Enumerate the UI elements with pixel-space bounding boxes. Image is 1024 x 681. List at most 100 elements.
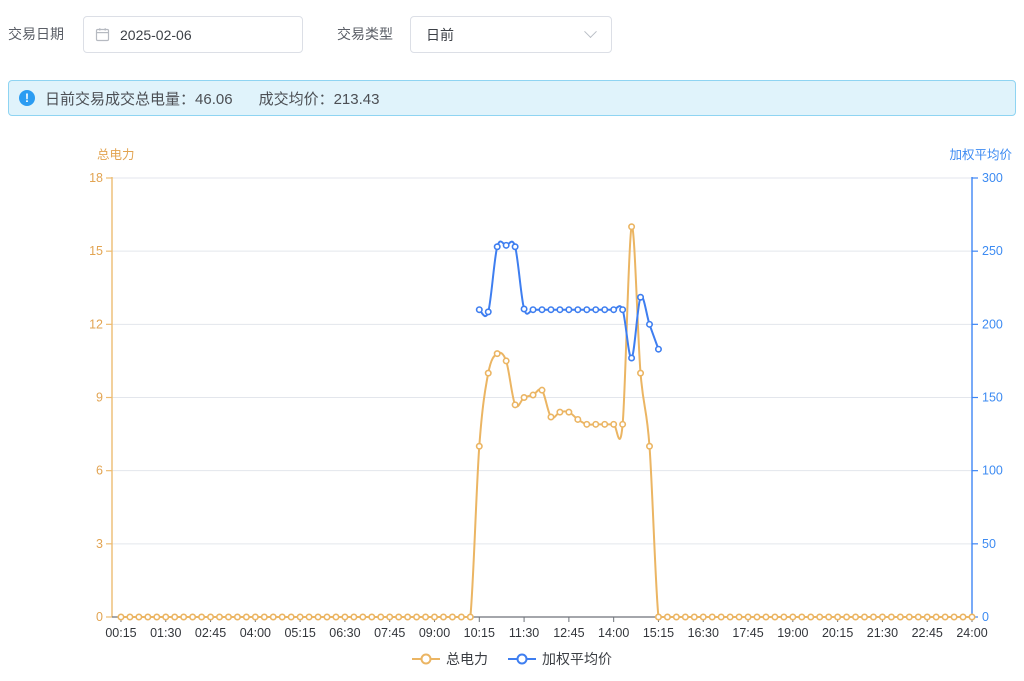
series-point-0 xyxy=(198,613,206,621)
x-axis-tick-label: 17:45 xyxy=(732,626,763,640)
series-point-0 xyxy=(430,613,438,621)
series-point-1 xyxy=(475,306,483,314)
series-point-0 xyxy=(135,613,143,621)
x-axis-tick-label: 12:45 xyxy=(553,626,584,640)
x-axis-tick-label: 22:45 xyxy=(912,626,943,640)
trade-type-label: 交易类型 xyxy=(337,26,393,42)
x-axis-tick-label: 19:00 xyxy=(777,626,808,640)
series-point-0 xyxy=(269,613,277,621)
right-axis-tick-label: 150 xyxy=(982,391,1003,405)
series-point-0 xyxy=(386,613,394,621)
trade-date-picker[interactable] xyxy=(83,16,303,53)
series-point-0 xyxy=(852,613,860,621)
trade-date-input[interactable] xyxy=(118,25,282,44)
right-axis-tick-label: 300 xyxy=(982,171,1003,185)
series-point-0 xyxy=(171,613,179,621)
series-point-0 xyxy=(457,613,465,621)
legend-label: 加权平均价 xyxy=(542,651,612,667)
x-axis-tick-label: 02:45 xyxy=(195,626,226,640)
series-point-0 xyxy=(404,613,412,621)
series-point-0 xyxy=(610,420,618,428)
left-axis-tick-label: 18 xyxy=(89,171,103,185)
series-point-1 xyxy=(637,293,645,301)
series-point-0 xyxy=(744,613,752,621)
left-axis-tick-label: 9 xyxy=(96,391,103,405)
trade-type-select[interactable]: 日前 xyxy=(410,16,612,53)
series-point-0 xyxy=(735,613,743,621)
legend-item-weighted-avg-price[interactable]: 加权平均价 xyxy=(508,649,612,669)
series-point-0 xyxy=(762,613,770,621)
series-point-0 xyxy=(207,613,215,621)
series-point-0 xyxy=(422,613,430,621)
series-point-1 xyxy=(610,306,618,314)
series-point-0 xyxy=(807,613,815,621)
x-axis-tick-label: 07:45 xyxy=(374,626,405,640)
legend-item-total-power[interactable]: 总电力 xyxy=(412,649,488,669)
series-point-0 xyxy=(126,613,134,621)
x-axis-tick-label: 01:30 xyxy=(150,626,181,640)
series-point-0 xyxy=(511,401,519,409)
series-point-0 xyxy=(502,357,510,365)
x-axis-tick-label: 10:15 xyxy=(464,626,495,640)
series-point-0 xyxy=(798,613,806,621)
x-axis-tick-label: 05:15 xyxy=(284,626,315,640)
series-point-0 xyxy=(493,350,501,358)
series-point-0 xyxy=(869,613,877,621)
series-point-0 xyxy=(296,613,304,621)
right-axis-tick-label: 200 xyxy=(982,317,1003,331)
series-point-0 xyxy=(816,613,824,621)
series-point-1 xyxy=(583,306,591,314)
series-point-0 xyxy=(708,613,716,621)
x-axis-tick-label: 06:30 xyxy=(329,626,360,640)
series-point-0 xyxy=(941,613,949,621)
trade-type-value: 日前 xyxy=(426,26,454,43)
legend-label: 总电力 xyxy=(446,651,488,667)
series-point-0 xyxy=(860,613,868,621)
right-axis-tick-label: 0 xyxy=(982,610,989,624)
series-point-0 xyxy=(341,613,349,621)
volume-value: 46.06 xyxy=(195,90,233,108)
series-point-0 xyxy=(672,613,680,621)
series-point-1 xyxy=(493,243,501,251)
series-point-0 xyxy=(887,613,895,621)
series-point-0 xyxy=(260,613,268,621)
series-point-0 xyxy=(923,613,931,621)
series-point-0 xyxy=(968,613,976,621)
series-point-0 xyxy=(466,613,474,621)
series-point-0 xyxy=(717,613,725,621)
series-point-1 xyxy=(502,241,510,249)
series-point-0 xyxy=(162,613,170,621)
trade-date-label: 交易日期 xyxy=(8,26,64,42)
series-point-0 xyxy=(637,369,645,377)
series-point-0 xyxy=(771,613,779,621)
series-point-1 xyxy=(654,345,662,353)
line-series-marker-icon xyxy=(508,653,536,665)
series-point-0 xyxy=(314,613,322,621)
series-point-1 xyxy=(619,306,627,314)
x-axis-tick-label: 09:00 xyxy=(419,626,450,640)
series-point-1 xyxy=(592,306,600,314)
series-point-0 xyxy=(959,613,967,621)
right-axis-title: 加权平均价 xyxy=(949,147,1012,162)
series-point-0 xyxy=(439,613,447,621)
x-axis-tick-label: 11:30 xyxy=(509,626,539,640)
series-line-1 xyxy=(478,240,660,359)
series-line-0 xyxy=(120,225,972,618)
series-point-0 xyxy=(538,386,546,394)
series-point-0 xyxy=(825,613,833,621)
series-point-1 xyxy=(574,306,582,314)
series-point-0 xyxy=(726,613,734,621)
series-point-1 xyxy=(556,306,564,314)
series-point-0 xyxy=(350,613,358,621)
series-point-0 xyxy=(180,613,188,621)
series-point-0 xyxy=(932,613,940,621)
left-axis-title: 总电力 xyxy=(97,148,135,162)
series-point-1 xyxy=(538,306,546,314)
series-point-0 xyxy=(699,613,707,621)
x-axis-tick-label: 16:30 xyxy=(688,626,719,640)
right-axis-tick-label: 100 xyxy=(982,464,1003,478)
series-point-0 xyxy=(753,613,761,621)
left-axis-tick-label: 0 xyxy=(96,610,103,624)
